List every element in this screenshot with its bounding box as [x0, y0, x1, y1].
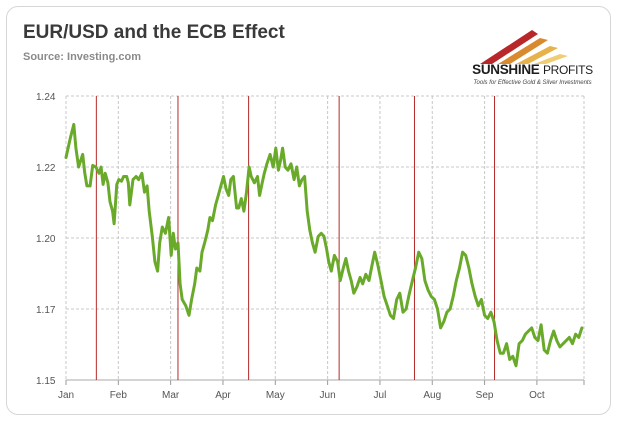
logo-name-bold: SUNSHINE [472, 62, 540, 77]
chart-title: EUR/USD and the ECB Effect [23, 22, 285, 43]
x-tick-label: Feb [110, 390, 128, 401]
x-tick-label: Jul [374, 390, 387, 401]
y-tick-label: 1.15 [36, 376, 56, 387]
x-tick-label: Jun [320, 390, 336, 401]
x-tick-label: Oct [529, 390, 545, 401]
chart-source: Source: Investing.com [23, 51, 141, 63]
sunshine-profits-logo-icon [480, 30, 568, 64]
x-tick-label: May [266, 390, 285, 401]
x-tick-label: Jan [58, 390, 74, 401]
y-tick-label: 1.24 [36, 92, 56, 103]
x-tick-label: Sep [476, 390, 494, 401]
logo-wordmark: SUNSHINE PROFITS [470, 62, 595, 77]
eur-usd-line [64, 122, 584, 368]
logo-name-light: PROFITS [542, 63, 593, 77]
y-tick-label: 1.20 [36, 234, 56, 245]
x-tick-label: Mar [162, 390, 180, 401]
y-tick-label: 1.17 [36, 305, 56, 316]
y-tick-label: 1.22 [36, 163, 56, 174]
x-tick-label: Aug [423, 390, 441, 401]
logo-tagline: Tools for Effective Gold & Silver Invest… [473, 80, 592, 86]
x-tick-label: Apr [215, 390, 231, 401]
